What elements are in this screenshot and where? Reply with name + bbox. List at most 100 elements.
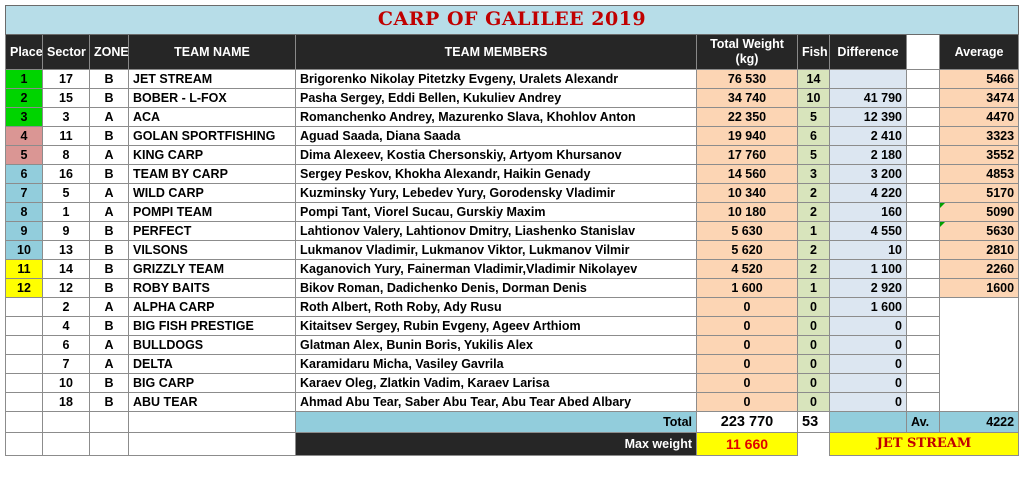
team-name-cell[interactable]: VILSONS bbox=[128, 240, 296, 260]
team-members-cell[interactable]: Romanchenko Andrey, Mazurenko Slava, Kho… bbox=[295, 107, 697, 127]
difference-cell[interactable]: 0 bbox=[829, 354, 907, 374]
sector-cell[interactable]: 13 bbox=[42, 240, 90, 260]
max-weight-label[interactable]: Max weight bbox=[295, 432, 697, 456]
total-weight-cell[interactable]: 34 740 bbox=[696, 88, 798, 108]
blank-cell[interactable] bbox=[906, 316, 940, 336]
place-cell[interactable]: 5 bbox=[5, 145, 43, 165]
total-weight-cell[interactable]: 4 520 bbox=[696, 259, 798, 279]
fish-cell[interactable]: 1 bbox=[797, 221, 830, 241]
sector-cell[interactable]: 15 bbox=[42, 88, 90, 108]
fish-cell[interactable]: 0 bbox=[797, 335, 830, 355]
average-cell[interactable]: 5170 bbox=[938, 183, 1020, 203]
average-cell[interactable]: 4470 bbox=[938, 107, 1020, 127]
total-weight-cell[interactable]: 0 bbox=[696, 392, 798, 412]
place-cell[interactable]: 8 bbox=[5, 202, 43, 222]
header-total-weight[interactable]: Total Weight (kg) bbox=[696, 34, 798, 70]
header-fish[interactable]: Fish bbox=[797, 34, 830, 70]
total-weight-cell[interactable]: 0 bbox=[696, 354, 798, 374]
place-cell[interactable] bbox=[5, 354, 43, 374]
sector-cell[interactable]: 4 bbox=[42, 316, 90, 336]
team-members-cell[interactable]: Glatman Alex, Bunin Boris, Yukilis Alex bbox=[295, 335, 697, 355]
sector-cell[interactable]: 8 bbox=[42, 145, 90, 165]
sector-cell[interactable]: 5 bbox=[42, 183, 90, 203]
zone-cell[interactable]: B bbox=[89, 240, 129, 260]
empty-cell[interactable] bbox=[128, 432, 296, 456]
sector-cell[interactable]: 3 bbox=[42, 107, 90, 127]
team-name-cell[interactable]: BIG FISH PRESTIGE bbox=[128, 316, 296, 336]
blank-cell[interactable] bbox=[906, 221, 940, 241]
blank-cell[interactable] bbox=[906, 392, 940, 412]
difference-cell[interactable]: 1 600 bbox=[829, 297, 907, 317]
blank-cell[interactable] bbox=[906, 126, 940, 146]
difference-cell[interactable]: 2 410 bbox=[829, 126, 907, 146]
team-members-cell[interactable]: Sergey Peskov, Khokha Alexandr, Haikin G… bbox=[295, 164, 697, 184]
empty-cell[interactable] bbox=[5, 411, 43, 433]
place-cell[interactable]: 11 bbox=[5, 259, 43, 279]
place-cell[interactable]: 12 bbox=[5, 278, 43, 298]
total-weight-cell[interactable]: 22 350 bbox=[696, 107, 798, 127]
team-name-cell[interactable]: BOBER - L-FOX bbox=[128, 88, 296, 108]
total-weight-cell[interactable]: 14 560 bbox=[696, 164, 798, 184]
place-cell[interactable]: 7 bbox=[5, 183, 43, 203]
place-cell[interactable] bbox=[5, 373, 43, 393]
zone-cell[interactable]: A bbox=[89, 202, 129, 222]
place-cell[interactable]: 10 bbox=[5, 240, 43, 260]
difference-cell[interactable]: 2 920 bbox=[829, 278, 907, 298]
team-name-cell[interactable]: POMPI TEAM bbox=[128, 202, 296, 222]
difference-cell[interactable]: 12 390 bbox=[829, 107, 907, 127]
fish-cell[interactable]: 5 bbox=[797, 107, 830, 127]
sector-cell[interactable]: 10 bbox=[42, 373, 90, 393]
average-cell[interactable]: 4853 bbox=[938, 164, 1020, 184]
place-cell[interactable] bbox=[5, 392, 43, 412]
difference-cell[interactable]: 10 bbox=[829, 240, 907, 260]
fish-cell[interactable]: 10 bbox=[797, 88, 830, 108]
place-cell[interactable]: 6 bbox=[5, 164, 43, 184]
team-members-cell[interactable]: Lahtionov Valery, Lahtionov Dmitry, Lias… bbox=[295, 221, 697, 241]
total-weight-cell[interactable]: 17 760 bbox=[696, 145, 798, 165]
empty-cell[interactable] bbox=[42, 411, 90, 433]
total-weight-cell[interactable]: 1 600 bbox=[696, 278, 798, 298]
total-label[interactable]: Total bbox=[295, 411, 697, 433]
zone-cell[interactable]: A bbox=[89, 297, 129, 317]
difference-cell[interactable]: 1 100 bbox=[829, 259, 907, 279]
empty-cell[interactable] bbox=[89, 432, 129, 456]
total-weight-cell[interactable]: 0 bbox=[696, 335, 798, 355]
average-cell[interactable] bbox=[938, 373, 1020, 393]
difference-cell[interactable]: 160 bbox=[829, 202, 907, 222]
fish-cell[interactable]: 3 bbox=[797, 164, 830, 184]
team-name-cell[interactable]: ACA bbox=[128, 107, 296, 127]
team-name-cell[interactable]: BULLDOGS bbox=[128, 335, 296, 355]
average-cell[interactable]: 3552 bbox=[938, 145, 1020, 165]
zone-cell[interactable]: B bbox=[89, 259, 129, 279]
team-name-cell[interactable]: ROBY BAITS bbox=[128, 278, 296, 298]
fish-cell[interactable]: 5 bbox=[797, 145, 830, 165]
max-weight-value[interactable]: 11 660 bbox=[696, 432, 798, 456]
average-cell[interactable] bbox=[938, 297, 1020, 317]
team-members-cell[interactable]: Kuzminsky Yury, Lebedev Yury, Gorodensky… bbox=[295, 183, 697, 203]
max-weight-team[interactable]: JET STREAM bbox=[828, 432, 1020, 456]
zone-cell[interactable]: A bbox=[89, 107, 129, 127]
average-cell[interactable]: 3474 bbox=[938, 88, 1020, 108]
team-name-cell[interactable]: ALPHA CARP bbox=[128, 297, 296, 317]
average-cell[interactable] bbox=[938, 335, 1020, 355]
difference-cell[interactable]: 3 200 bbox=[829, 164, 907, 184]
team-name-cell[interactable]: KING CARP bbox=[128, 145, 296, 165]
sector-cell[interactable]: 11 bbox=[42, 126, 90, 146]
team-members-cell[interactable]: Pasha Sergey, Eddi Bellen, Kukuliev Andr… bbox=[295, 88, 697, 108]
zone-cell[interactable]: A bbox=[89, 145, 129, 165]
sector-cell[interactable]: 7 bbox=[42, 354, 90, 374]
average-cell[interactable]: 5090 bbox=[938, 202, 1020, 222]
fish-cell[interactable]: 14 bbox=[797, 69, 830, 89]
difference-cell[interactable]: 0 bbox=[829, 373, 907, 393]
header-place[interactable]: Place bbox=[5, 34, 43, 70]
total-fish[interactable]: 53 bbox=[797, 411, 830, 433]
total-weight-cell[interactable]: 19 940 bbox=[696, 126, 798, 146]
difference-cell[interactable]: 0 bbox=[829, 316, 907, 336]
average-label[interactable]: Av. bbox=[906, 411, 940, 433]
team-name-cell[interactable]: JET STREAM bbox=[128, 69, 296, 89]
team-members-cell[interactable]: Kitaitsev Sergey, Rubin Evgeny, Ageev Ar… bbox=[295, 316, 697, 336]
team-name-cell[interactable]: ABU TEAR bbox=[128, 392, 296, 412]
difference-cell[interactable]: 0 bbox=[829, 335, 907, 355]
total-weight-cell[interactable]: 5 620 bbox=[696, 240, 798, 260]
fish-cell[interactable]: 6 bbox=[797, 126, 830, 146]
